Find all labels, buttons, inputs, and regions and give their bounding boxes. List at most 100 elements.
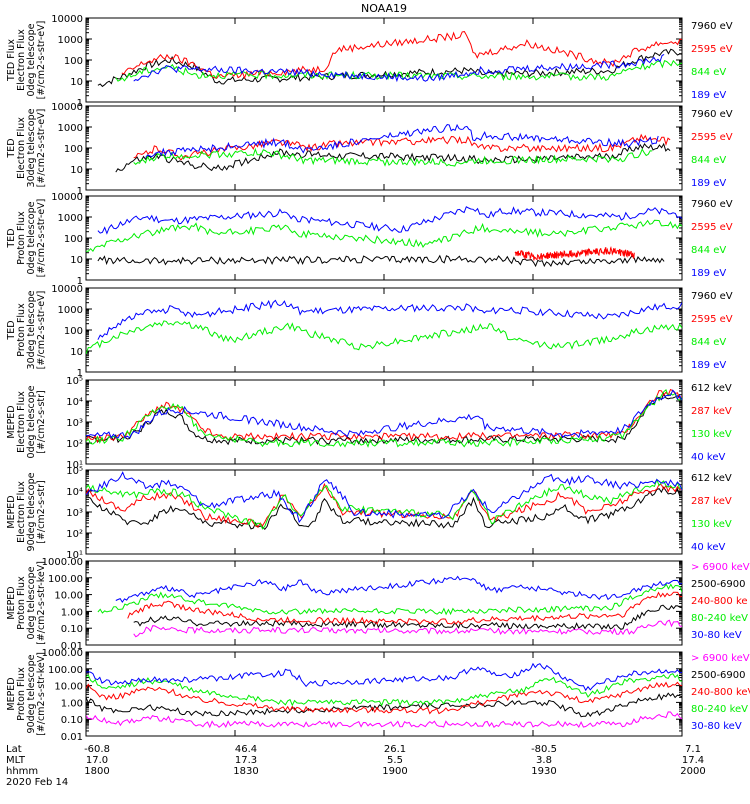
legend-entry: 7960 eV	[691, 199, 733, 210]
y-tick-label: 1	[77, 276, 83, 287]
series-magenta	[86, 711, 682, 729]
y-axis-label: 30deg telescope	[26, 108, 37, 187]
legend-entry: 30-80 keV	[691, 721, 742, 732]
legend-entry: 844 eV	[691, 337, 726, 348]
y-axis-label: [#/cm2-s-str-eV]	[36, 109, 47, 188]
legend-entry: 287 keV	[691, 406, 732, 417]
y-tick-label: 1000	[58, 213, 83, 224]
y-axis-label: [#/cm2-s-str]	[36, 390, 47, 453]
y-tick-label: 10000	[51, 284, 83, 295]
y-tick-label: 100	[64, 56, 83, 67]
y-axis-label: 0deg telescope	[26, 23, 37, 96]
x-tick-label-lat: 46.4	[235, 744, 257, 755]
series-red	[121, 31, 682, 80]
x-tick-label-hhmm: 1800	[84, 766, 109, 777]
legend-entry: 189 eV	[691, 90, 726, 101]
legend-entry: 2595 eV	[691, 44, 733, 55]
legend-entry: > 6900 keV	[691, 653, 750, 664]
y-tick-label: 10⁴	[66, 397, 83, 408]
y-tick-label: 10.00	[54, 682, 83, 693]
series-green	[86, 673, 682, 707]
y-tick-label: 0.01	[61, 641, 83, 652]
panel-meped-e-90: 10¹ 10² 10³ 10⁴ 10⁵ MEPED Electron Flux 90deg t…	[6, 466, 732, 561]
legend-entry: 130 keV	[691, 429, 732, 440]
legend-entry: 7960 eV	[691, 291, 733, 302]
panel-frame	[85, 379, 683, 465]
y-axis-label: [#/cm2-s-str-eV]	[36, 199, 47, 278]
y-tick-label: 100	[64, 234, 83, 245]
y-axis-label: 0deg telescope	[26, 201, 37, 274]
y-axis-label: [#/cm2-s-str-keV]	[36, 652, 47, 736]
legend-entry: 844 eV	[691, 155, 726, 166]
series-black	[133, 604, 682, 631]
legend-entry: 2595 eV	[691, 222, 733, 233]
panel-ted-p-30: 1 10 100 1000 10000 TED Proton Flux 30deg teles…	[6, 284, 733, 379]
y-axis-label: Electron Flux	[16, 481, 27, 543]
series-black	[86, 392, 682, 446]
y-axis-label: Proton Flux	[16, 303, 27, 357]
y-tick-label: 1000.00	[42, 648, 83, 659]
x-tick-label-mlt: 17.3	[235, 755, 257, 766]
y-axis-label: Electron Flux	[16, 29, 27, 91]
series-group	[97, 31, 682, 88]
y-tick-label: 10.00	[54, 591, 83, 602]
legend-entry: 7960 eV	[691, 21, 733, 32]
series-blue	[97, 206, 682, 235]
series-green	[86, 478, 682, 530]
y-axis-label: Proton Flux	[16, 211, 27, 265]
series-blue	[86, 471, 682, 524]
legend-entry: 130 keV	[691, 519, 732, 530]
y-axis-label: MEPED	[6, 586, 17, 619]
series-blue	[86, 389, 682, 439]
x-tick-label-hhmm: 1930	[531, 766, 556, 777]
y-axis-label: TED	[6, 320, 17, 340]
y-axis-label: [#/cm2-s-str-eV]	[36, 21, 47, 100]
legend-entry: 612 keV	[691, 383, 732, 394]
panel-frame	[85, 105, 683, 191]
y-axis-label: Electron Flux	[16, 391, 27, 453]
series-green	[86, 388, 682, 448]
panel-meped-p-0: 0.01 0.10 1.00 10.00 100.00 1000.00 MEPED Proto…	[6, 557, 750, 652]
y-tick-label: 10	[70, 165, 83, 176]
x-tick-label-mlt: 17.0	[86, 755, 108, 766]
x-tick-label-hhmm: 1900	[382, 766, 407, 777]
y-axis-label: TED Flux	[6, 39, 17, 82]
y-tick-label: 10	[70, 347, 83, 358]
series-blue	[133, 53, 665, 83]
y-axis-label: TED	[6, 138, 17, 158]
y-tick-label: 1.00	[61, 607, 83, 618]
series-blue	[145, 123, 659, 158]
legend-entry: 80-240 keV	[691, 613, 748, 624]
series-blue	[115, 575, 682, 604]
series-group	[97, 575, 682, 638]
legend-entry: 844 eV	[691, 67, 726, 78]
series-blue	[97, 299, 682, 340]
series-black	[86, 692, 682, 718]
panel-frame	[85, 195, 683, 281]
legend-entry: 189 eV	[691, 178, 726, 189]
y-tick-label: 100	[64, 144, 83, 155]
axis-row-label-hhmm: hhmm	[6, 766, 38, 777]
series-group	[115, 123, 671, 173]
legend-entry: > 6900 keV	[691, 562, 750, 573]
legend-entry: 40 keV	[691, 542, 725, 553]
series-black	[86, 486, 682, 531]
y-axis-label: Proton Flux	[16, 667, 27, 721]
legend-entry: 2500-6900	[691, 670, 746, 681]
series-green	[97, 583, 682, 616]
x-tick-label-lat: 7.1	[685, 744, 701, 755]
y-axis-label: MEPED	[6, 677, 17, 710]
x-tick-label-hhmm: 1830	[233, 766, 258, 777]
x-tick-label-mlt: 3.8	[536, 755, 552, 766]
y-axis-label: 90deg telescope	[26, 472, 37, 551]
y-tick-label: 10000	[51, 14, 83, 25]
y-tick-label: 1000	[58, 123, 83, 134]
series-black	[97, 254, 665, 268]
y-tick-label: 10000	[51, 192, 83, 203]
legend-entry: 2595 eV	[691, 132, 733, 143]
x-tick-label-hhmm: 2000	[680, 766, 705, 777]
panel-meped-e-0: 10¹ 10² 10³ 10⁴ 10⁵ MEPED Electron Flux 0deg te…	[6, 376, 732, 471]
y-tick-label: 10³	[66, 508, 83, 519]
